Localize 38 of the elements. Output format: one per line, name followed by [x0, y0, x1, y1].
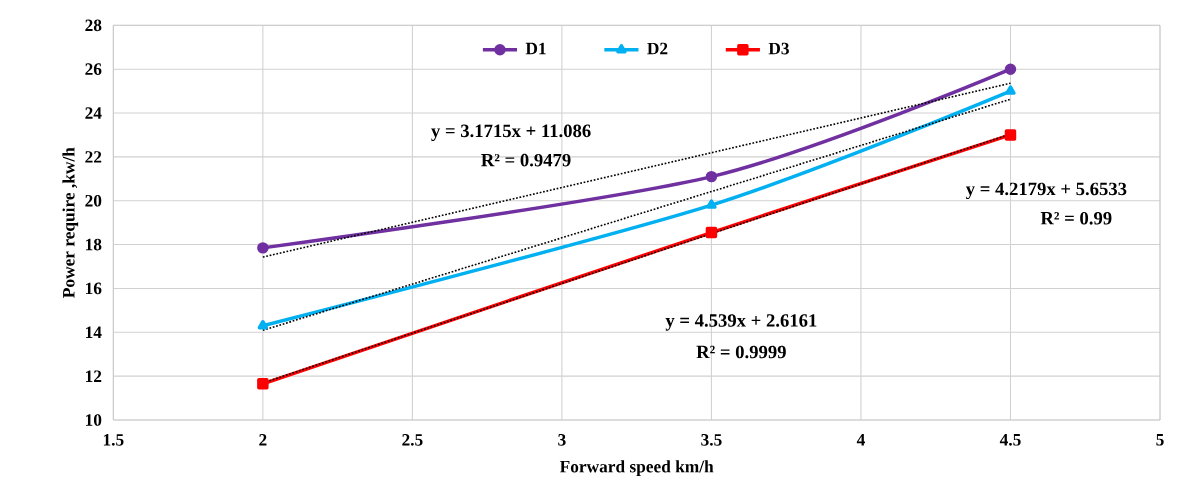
point [706, 199, 717, 209]
legend-label: D1 [525, 42, 546, 55]
annotation: R² = 0.9999 [696, 345, 786, 359]
point [705, 226, 718, 239]
x-tick-label: 5 [1156, 434, 1164, 446]
x-tick-label: 1.5 [103, 434, 124, 446]
point [1004, 129, 1017, 141]
point [1005, 85, 1016, 95]
annotation: y = 3.1715x + 11.086 [431, 124, 591, 141]
x-tick-label: 4.5 [999, 434, 1021, 446]
y-tick-label: 18 [86, 238, 102, 251]
x-tick-label: 2 [259, 434, 267, 446]
x-tick-label: 2.5 [402, 434, 423, 446]
x-tick-label: 4 [856, 434, 865, 446]
point [705, 170, 718, 183]
x-axis-title: Forward speed km/h [559, 460, 714, 476]
annotation: R² = 0.99 [1040, 211, 1112, 225]
x-tick-label: 3 [558, 434, 566, 446]
point [1004, 63, 1017, 75]
y-tick-label: 10 [86, 414, 102, 426]
y-tick-label: 22 [85, 151, 102, 163]
y-tick-label: 24 [85, 107, 102, 119]
y-axis-title: Power require ,kw/h [62, 147, 79, 298]
legend-label: D2 [647, 42, 668, 55]
y-tick-label: 28 [85, 19, 102, 32]
x-tick-label: 3.5 [701, 434, 722, 446]
legend-label: D3 [768, 42, 789, 55]
annotation: R² = 0.9479 [481, 153, 571, 167]
point [257, 319, 269, 330]
y-tick-label: 12 [86, 370, 102, 382]
y-tick-label: 20 [85, 194, 102, 207]
annotation: y = 4.539x + 2.6161 [665, 314, 817, 331]
y-tick-label: 16 [86, 282, 102, 295]
y-tick-label: 26 [85, 63, 102, 75]
annotation: y = 4.2179x + 5.6533 [965, 182, 1127, 200]
y-tick-label: 14 [86, 326, 102, 339]
point [257, 378, 269, 390]
point [257, 242, 269, 254]
